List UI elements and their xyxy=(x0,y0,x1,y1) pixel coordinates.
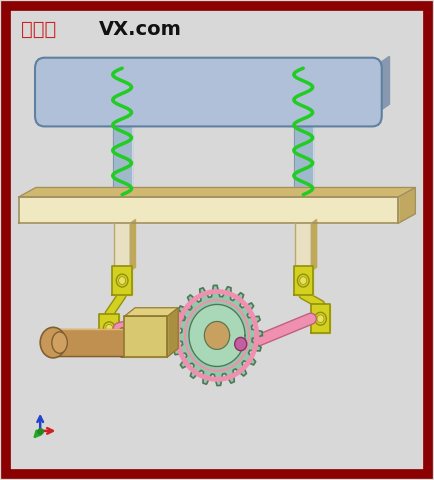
Polygon shape xyxy=(124,316,168,357)
Polygon shape xyxy=(295,223,312,271)
Circle shape xyxy=(315,312,326,325)
Polygon shape xyxy=(45,104,389,116)
Polygon shape xyxy=(114,223,130,271)
Polygon shape xyxy=(297,267,310,280)
Polygon shape xyxy=(99,314,119,343)
Polygon shape xyxy=(398,188,415,223)
Polygon shape xyxy=(293,266,313,295)
Circle shape xyxy=(297,274,309,287)
Polygon shape xyxy=(19,188,415,197)
Circle shape xyxy=(300,276,307,285)
Text: VX.com: VX.com xyxy=(99,20,181,39)
Text: 微小网: 微小网 xyxy=(21,20,56,39)
Polygon shape xyxy=(294,68,313,195)
Polygon shape xyxy=(130,219,135,271)
Ellipse shape xyxy=(52,332,67,353)
Polygon shape xyxy=(189,304,245,366)
Polygon shape xyxy=(204,322,230,349)
Circle shape xyxy=(317,315,324,323)
Ellipse shape xyxy=(40,327,66,358)
Circle shape xyxy=(235,337,247,351)
Polygon shape xyxy=(312,219,317,271)
Polygon shape xyxy=(168,308,178,357)
FancyBboxPatch shape xyxy=(35,58,382,126)
Circle shape xyxy=(116,274,128,287)
Circle shape xyxy=(118,276,125,285)
Ellipse shape xyxy=(117,328,128,357)
Polygon shape xyxy=(124,308,178,316)
Polygon shape xyxy=(19,197,398,223)
Polygon shape xyxy=(112,266,132,295)
Circle shape xyxy=(106,324,113,332)
Polygon shape xyxy=(49,329,122,356)
Polygon shape xyxy=(372,56,389,116)
Polygon shape xyxy=(172,285,262,385)
Polygon shape xyxy=(113,68,132,195)
Polygon shape xyxy=(116,267,128,280)
Circle shape xyxy=(103,322,115,335)
Polygon shape xyxy=(311,304,330,333)
